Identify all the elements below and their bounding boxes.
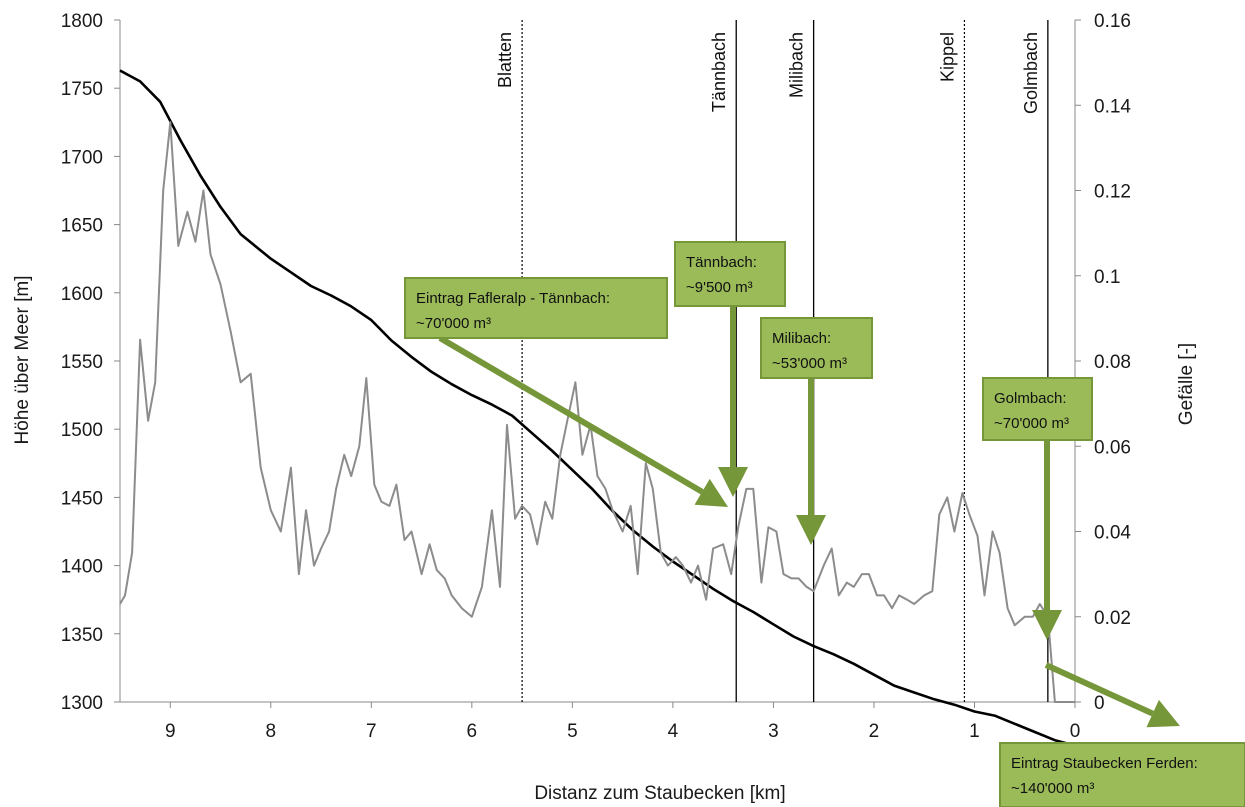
- x-tick-label: 1: [969, 721, 980, 742]
- annotation-box: Milibach: ~53'000 m³: [760, 317, 873, 379]
- axes-frame: [119, 20, 1076, 703]
- y-tick-label: 1350: [61, 625, 103, 646]
- annotation-box-bg: [982, 377, 1093, 441]
- vline-label: Tännbach: [709, 32, 729, 112]
- series-lines: [119, 69, 1075, 746]
- y2-tick-label: 0.12: [1094, 182, 1131, 203]
- annotation-line2: ~140'000 m³: [1011, 780, 1094, 797]
- series-height-line: [119, 69, 1075, 746]
- y2-axis-label: Gefälle [-]: [1176, 343, 1197, 425]
- annotation-box: Eintrag Fafleralp - Tännbach: ~70'000 m³: [404, 277, 668, 339]
- annotation-box: Eintrag Staubecken Ferden: ~140'000 m³: [999, 742, 1245, 807]
- y2-tick-label: 0.14: [1094, 96, 1131, 117]
- vline-label: Kippel: [937, 32, 957, 82]
- y2-tick-label: 0: [1094, 693, 1105, 714]
- annotation-line1: Tännbach:: [686, 254, 757, 271]
- x-axis-label: Distanz zum Staubecken [km]: [534, 783, 785, 804]
- y-tick-label: 1400: [61, 557, 103, 578]
- y2-tick-label: 0.16: [1094, 11, 1131, 32]
- annotation-line1: Milibach:: [772, 330, 831, 347]
- y-axis-label: Höhe über Meer [m]: [12, 276, 33, 445]
- y-tick-label: 1450: [61, 488, 103, 509]
- series-slope-line: [119, 121, 1075, 703]
- annotation-arrows: [438, 306, 1180, 728]
- vline-label: Golmbach: [1021, 32, 1041, 114]
- y2-tick-label: 0.04: [1094, 523, 1131, 544]
- y2-tick-label: 0.02: [1094, 608, 1131, 629]
- annotation-box-bg: [674, 241, 786, 307]
- annotation-line1: Eintrag Staubecken Ferden:: [1011, 755, 1198, 772]
- annotation-box: Golmbach: ~70'000 m³: [982, 377, 1093, 441]
- y2-tick-label: 0.1: [1094, 267, 1120, 288]
- y-tick-label: 1700: [61, 147, 103, 168]
- x-tick-label: 8: [266, 721, 277, 742]
- arrow-staubecken: [1044, 662, 1154, 717]
- vline-label: Milibach: [787, 32, 807, 98]
- y-tick-label: 1600: [61, 284, 103, 305]
- x-tick-label: 0: [1070, 721, 1081, 742]
- y2-tick-label: 0.08: [1094, 352, 1131, 373]
- y2-tick-label: 0.06: [1094, 437, 1131, 458]
- y-tick-label: 1300: [61, 693, 103, 714]
- arrow-golmbach-head: [1032, 610, 1062, 640]
- arrow-taennbach-head: [718, 467, 748, 497]
- annotation-box-bg: [760, 317, 873, 379]
- x-tick-label: 9: [165, 721, 176, 742]
- x-tick-label: 6: [467, 721, 478, 742]
- y-tick-label: 1750: [61, 79, 103, 100]
- tick-labels: 1300135014001450150015501600165017001750…: [61, 11, 1132, 742]
- x-tick-label: 5: [567, 721, 578, 742]
- y-tick-label: 1800: [61, 11, 103, 32]
- annotation-line1: Eintrag Fafleralp - Tännbach:: [416, 290, 610, 307]
- annotation-line2: ~9'500 m³: [686, 279, 753, 296]
- arrow-milibach-head: [796, 515, 826, 545]
- vline-label: Blatten: [495, 32, 515, 88]
- arrow-fafleralp-head: [694, 478, 728, 507]
- annotation-line1: Golmbach:: [994, 390, 1067, 407]
- x-tick-label: 4: [668, 721, 679, 742]
- annotation-line2: ~70'000 m³: [994, 415, 1069, 432]
- x-tick-label: 3: [768, 721, 779, 742]
- annotation-box: Tännbach: ~9'500 m³: [674, 241, 786, 307]
- x-tick-label: 7: [366, 721, 377, 742]
- annotation-line2: ~53'000 m³: [772, 355, 847, 372]
- y-tick-label: 1650: [61, 216, 103, 237]
- arrow-staubecken-head: [1146, 699, 1180, 728]
- annotation-box-bg: [404, 277, 668, 339]
- x-tick-label: 2: [869, 721, 880, 742]
- y-tick-label: 1550: [61, 352, 103, 373]
- annotation-boxes: Eintrag Fafleralp - Tännbach: ~70'000 m³ T…: [404, 241, 1245, 807]
- y-tick-label: 1500: [61, 420, 103, 441]
- annotation-box-bg: [999, 742, 1245, 807]
- arrow-fafleralp: [438, 335, 704, 495]
- annotation-line2: ~70'000 m³: [416, 315, 491, 332]
